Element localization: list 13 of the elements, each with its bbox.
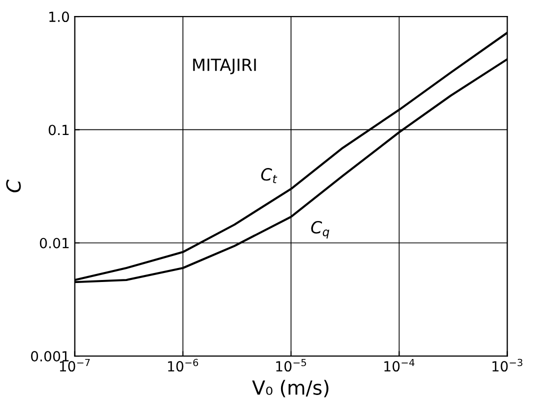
y-tick-label: 0.1 <box>48 124 69 136</box>
x-tick-label: 10$^{−5}$ <box>276 358 306 372</box>
series-label: C$_{t}$ <box>261 168 278 184</box>
y-axis-title: C <box>6 180 21 192</box>
series-label: C$_{q}$ <box>311 220 330 238</box>
x-tick-label: 10$^{−4}$ <box>384 358 414 372</box>
x-tick-label: 10$^{−3}$ <box>492 358 522 372</box>
x-tick-label: 10$^{−6}$ <box>168 358 198 372</box>
y-tick-label: 1.0 <box>49 12 69 22</box>
x-axis-title: V₀ (m/s) <box>252 380 328 398</box>
y-tick-label: 0.001 <box>31 351 69 362</box>
y-tick-label: 0.01 <box>40 238 69 248</box>
annotation: MITAJIRI <box>193 58 256 74</box>
